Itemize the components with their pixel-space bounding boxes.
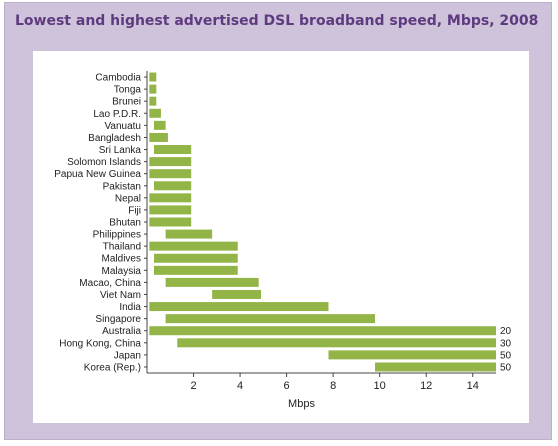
category-label: Cambodia [95,73,141,84]
category-label: Korea (Rep.) [84,362,141,373]
range-bar [153,181,192,191]
category-label: Hong Kong, China [59,338,141,349]
range-bar [149,72,157,82]
x-tick-label: 12 [420,380,432,392]
category-label: Fiji [128,205,141,216]
category-label: Papua New Guinea [54,169,141,180]
category-label: Australia [102,326,141,337]
category-label: Malaysia [102,266,142,277]
range-bar [153,145,192,155]
category-label: Bangladesh [88,133,141,144]
range-bar [149,193,192,203]
range-bar [149,241,238,251]
chart-frame: Lowest and highest advertised DSL broadb… [4,2,552,440]
category-label: Tonga [114,85,142,96]
range-bar [165,229,213,239]
range-bar [328,350,496,360]
category-label: Lao P.D.R. [93,109,141,120]
overflow-value-label: 20 [500,326,512,337]
range-bar [149,217,192,227]
x-tick-label: 14 [467,380,479,392]
range-bar [177,338,496,348]
range-bar [153,265,238,275]
category-label: Viet Nam [100,290,141,301]
category-label: Bhutan [109,218,141,229]
category-label: Singapore [95,314,141,325]
category-label: Maldives [102,254,141,265]
x-tick-label: 6 [284,380,290,392]
range-bar [149,302,329,312]
range-bar [149,96,157,106]
category-label: India [119,302,141,313]
range-bar [149,132,168,142]
x-tick-label: 2 [190,380,196,392]
range-bar [153,120,166,130]
range-bar [149,326,496,336]
range-bar [149,108,161,118]
range-bar [165,277,259,287]
category-label: Thailand [103,242,141,253]
range-bar [149,205,192,215]
overflow-value-label: 50 [500,362,512,373]
range-bar [375,362,496,372]
range-bar [149,157,192,167]
category-label: Pakistan [103,181,141,192]
range-bar [149,84,157,94]
x-axis-title: Mbps [288,398,315,410]
x-tick-label: 4 [237,380,243,392]
range-bar [149,169,192,179]
category-label: Sri Lanka [99,145,142,156]
x-tick-label: 10 [374,380,386,392]
chart-panel: Cambodia Tonga Brunei Lao P.D.R. Vanuatu Bang… [33,51,529,423]
category-label: Nepal [115,193,141,204]
overflow-value-label: 30 [500,338,512,349]
chart-title: Lowest and highest advertised DSL broadb… [15,13,539,29]
category-label: Philippines [93,230,141,241]
category-label: Brunei [112,97,141,108]
range-bar [165,314,376,324]
category-label: Japan [114,350,141,361]
range-bar [212,289,262,299]
category-label: Vanuatu [104,121,141,132]
category-label: Macao, China [79,278,141,289]
x-tick-label: 8 [330,380,336,392]
range-bar [153,253,238,263]
category-label: Solomon Islands [67,157,141,168]
overflow-value-label: 50 [500,350,512,361]
